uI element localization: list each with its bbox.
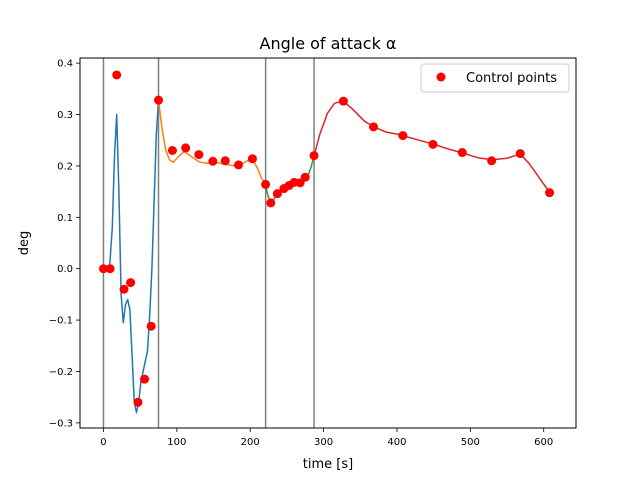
axis-ticks: 0 100 200 300 400 500 600 −0.3 −0.2 −0.1 0.0 0.1 0.2… (49, 59, 554, 448)
control-point (194, 150, 204, 160)
y-tick-label: 0.1 (57, 213, 73, 224)
control-point (233, 160, 243, 170)
y-tick-label: −0.2 (49, 367, 73, 378)
control-point (126, 278, 136, 288)
control-point (368, 122, 378, 132)
control-point (220, 156, 230, 166)
control-point (309, 151, 319, 161)
control-point (266, 198, 276, 208)
control-point (112, 70, 122, 80)
control-point (119, 284, 129, 294)
control-point (398, 131, 408, 141)
series-line-4 (313, 100, 551, 194)
control-point (515, 149, 525, 159)
series-line-1 (102, 99, 160, 414)
y-tick-label: 0.3 (57, 110, 73, 121)
control-point (487, 156, 497, 166)
x-tick-label: 100 (167, 437, 186, 448)
legend-box (420, 63, 570, 93)
control-point (98, 264, 108, 274)
control-point (167, 146, 177, 155)
x-tick-label: 300 (314, 437, 333, 448)
legend-label-control-points: Control points (466, 71, 557, 86)
legend: Control points (420, 63, 570, 93)
y-tick-label: 0.2 (57, 161, 73, 172)
x-tick-label: 600 (534, 437, 553, 448)
control-point (181, 143, 191, 153)
control-point (272, 189, 282, 199)
control-point (247, 154, 257, 164)
x-axis-label: time [s] (303, 457, 353, 472)
control-point (545, 188, 555, 198)
x-tick-label: 0 (100, 437, 106, 448)
control-point (208, 156, 218, 166)
control-point (105, 264, 115, 274)
control-point (428, 139, 438, 149)
control-point (300, 172, 310, 182)
control-point (146, 321, 156, 331)
control-point (338, 96, 348, 106)
control-point (140, 374, 150, 384)
y-tick-label: 0.4 (57, 59, 73, 70)
control-point (457, 148, 467, 158)
legend-marker-control-points (436, 72, 446, 82)
x-tick-label: 200 (241, 437, 260, 448)
y-tick-label: −0.1 (49, 316, 73, 327)
x-tick-label: 500 (461, 437, 480, 448)
control-point (154, 95, 164, 105)
y-tick-label: −0.3 (49, 418, 73, 429)
chart-title: Angle of attack α (260, 34, 397, 53)
y-axis-label: deg (17, 231, 32, 256)
control-point (261, 179, 271, 189)
y-tick-label: 0.0 (57, 264, 73, 275)
plot-frame (79, 57, 577, 429)
control-point (133, 397, 143, 407)
x-tick-label: 400 (387, 437, 406, 448)
